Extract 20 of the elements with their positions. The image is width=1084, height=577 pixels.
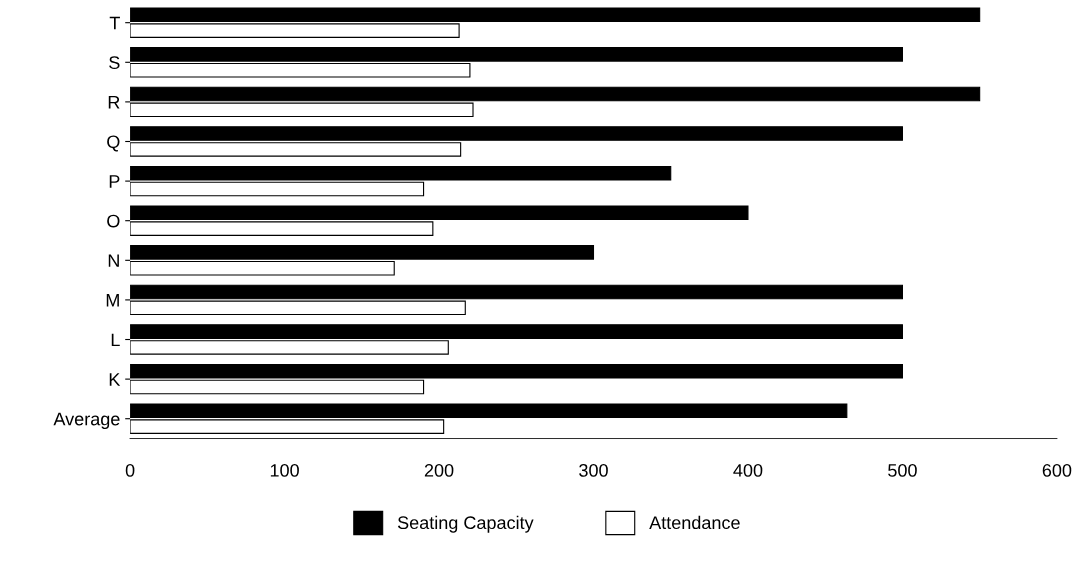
x-tick-label: 500 xyxy=(888,464,917,477)
y-tick-label: Average xyxy=(53,412,120,430)
y-tick-label: Q xyxy=(107,135,120,152)
y-tick-label: N xyxy=(108,254,119,267)
y-tick-label: O xyxy=(107,214,120,228)
legend-label: Seating Capacity xyxy=(397,515,534,533)
y-tick-label: R xyxy=(108,96,120,109)
y-tick-label: P xyxy=(109,175,120,188)
x-tick-label: 300 xyxy=(579,464,608,477)
x-tick-label: 100 xyxy=(270,464,299,477)
legend-label: Attendance xyxy=(649,515,740,530)
y-tick-label: S xyxy=(109,56,120,70)
y-tick-label: M xyxy=(106,294,119,307)
y-tick-label: K xyxy=(109,373,121,386)
y-tick-label: L xyxy=(111,333,120,347)
x-tick-label: 200 xyxy=(424,464,454,477)
x-tick-label: 0 xyxy=(125,464,135,477)
x-tick-label: 600 xyxy=(1042,464,1072,477)
x-tick-label: 400 xyxy=(733,464,763,477)
y-tick-label: T xyxy=(109,16,120,30)
